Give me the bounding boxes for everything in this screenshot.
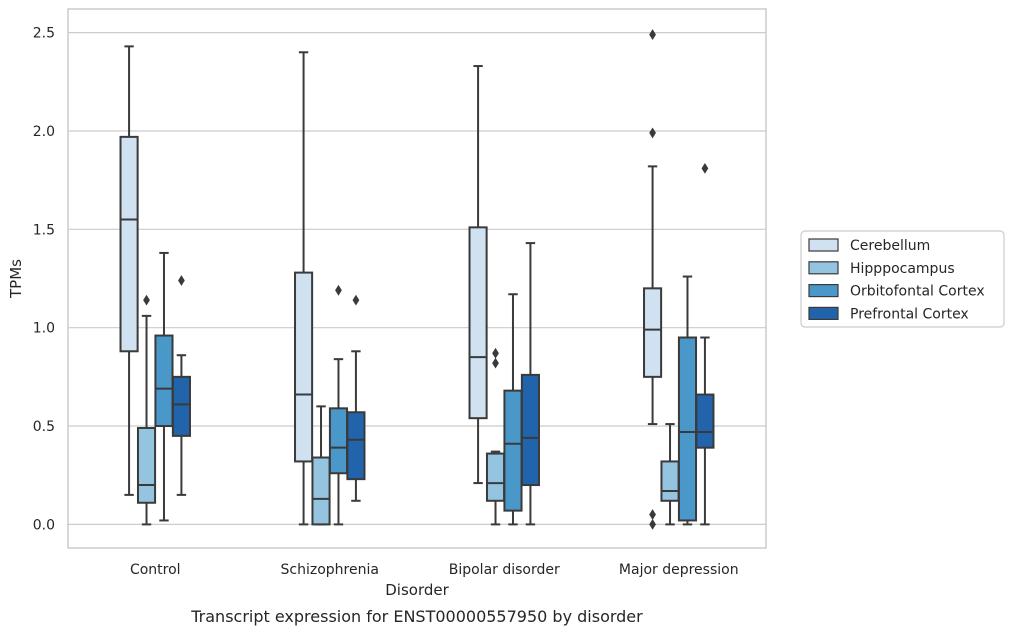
- box-cerebellum: [119, 45, 139, 496]
- box-iqr: [485, 452, 506, 502]
- box-hipppocampus: [660, 423, 680, 526]
- box-orbitofontal-cortex: [328, 284, 349, 526]
- x-tick-labels: Control Schizophrenia Bipolar disorder Majo…: [130, 562, 739, 578]
- box-hipppocampus: [485, 347, 506, 526]
- box-iqr: [311, 456, 331, 526]
- box-orbitofontal-cortex: [154, 251, 174, 522]
- legend-label: Hipppocampus: [850, 261, 955, 277]
- box-iqr: [171, 375, 191, 437]
- y-tick-label: 2.5: [33, 26, 55, 42]
- box-hipppocampus: [136, 294, 157, 526]
- y-tick-label: 1.0: [33, 321, 55, 337]
- box-iqr: [520, 373, 540, 487]
- y-tick-label: 1.5: [33, 222, 55, 238]
- box-iqr: [294, 271, 314, 463]
- legend-frame: [800, 230, 1005, 328]
- plot-frame: [67, 8, 767, 549]
- box-orbitofontal-cortex: [503, 293, 523, 526]
- box-series: [119, 29, 715, 530]
- box-iqr: [695, 393, 715, 449]
- box-hipppocampus: [311, 405, 331, 526]
- outlier-point: [649, 29, 656, 40]
- outlier-point: [143, 294, 150, 306]
- box-iqr: [136, 427, 157, 504]
- outlier-point: [649, 509, 656, 520]
- legend-swatch: [808, 306, 839, 320]
- outlier-point: [649, 518, 656, 530]
- legend-label: Prefrontal Cortex: [850, 306, 969, 322]
- box-prefrontal-cortex: [171, 275, 191, 496]
- outlier-point: [178, 275, 185, 286]
- box-cerebellum: [468, 65, 488, 485]
- x-tick-label: Bipolar disorder: [449, 562, 560, 578]
- box-iqr: [677, 336, 698, 522]
- y-tick-labels: 0.0 0.5 1.0 1.5 2.0 2.5: [33, 26, 55, 534]
- legend-swatch: [808, 238, 839, 252]
- legend-swatch: [808, 284, 839, 298]
- outlier-point: [701, 162, 709, 174]
- box-iqr: [346, 411, 366, 481]
- box-orbitofontal-cortex: [677, 275, 698, 526]
- x-tick-label: Major depression: [619, 562, 739, 578]
- outlier-point: [649, 127, 656, 139]
- y-tick-label: 0.5: [33, 419, 55, 435]
- y-axis-label: TPMs: [7, 259, 25, 299]
- legend-label: Orbitofontal Cortex: [850, 284, 985, 300]
- box-iqr: [468, 226, 488, 420]
- y-tick-label: 0.0: [33, 517, 55, 533]
- legend-swatch: [808, 261, 839, 275]
- y-tick-label: 2.0: [33, 124, 55, 140]
- box-iqr: [119, 135, 139, 353]
- box-iqr: [660, 460, 680, 502]
- figure-caption: Transcript expression for ENST0000055795…: [190, 607, 643, 626]
- box-iqr: [328, 407, 349, 475]
- legend-label: Cerebellum: [850, 238, 930, 254]
- box-prefrontal-cortex: [520, 242, 540, 526]
- outlier-point: [352, 294, 360, 306]
- outlier-point: [492, 347, 499, 359]
- box-prefrontal-cortex: [695, 162, 715, 526]
- box-iqr: [154, 334, 174, 428]
- box-iqr: [503, 389, 523, 512]
- box-prefrontal-cortex: [346, 294, 366, 502]
- legend: Cerebellum Hipppocampus Orbitofontal Corte…: [800, 230, 1005, 328]
- box-cerebellum: [643, 29, 663, 530]
- outlier-point: [492, 357, 499, 369]
- box-iqr: [643, 287, 663, 378]
- box-cerebellum: [294, 51, 314, 526]
- outlier-point: [335, 284, 342, 296]
- gridlines: [68, 32, 766, 525]
- x-tick-label: Schizophrenia: [281, 562, 379, 578]
- x-axis-label: Disorder: [385, 581, 449, 599]
- x-tick-label: Control: [130, 562, 181, 578]
